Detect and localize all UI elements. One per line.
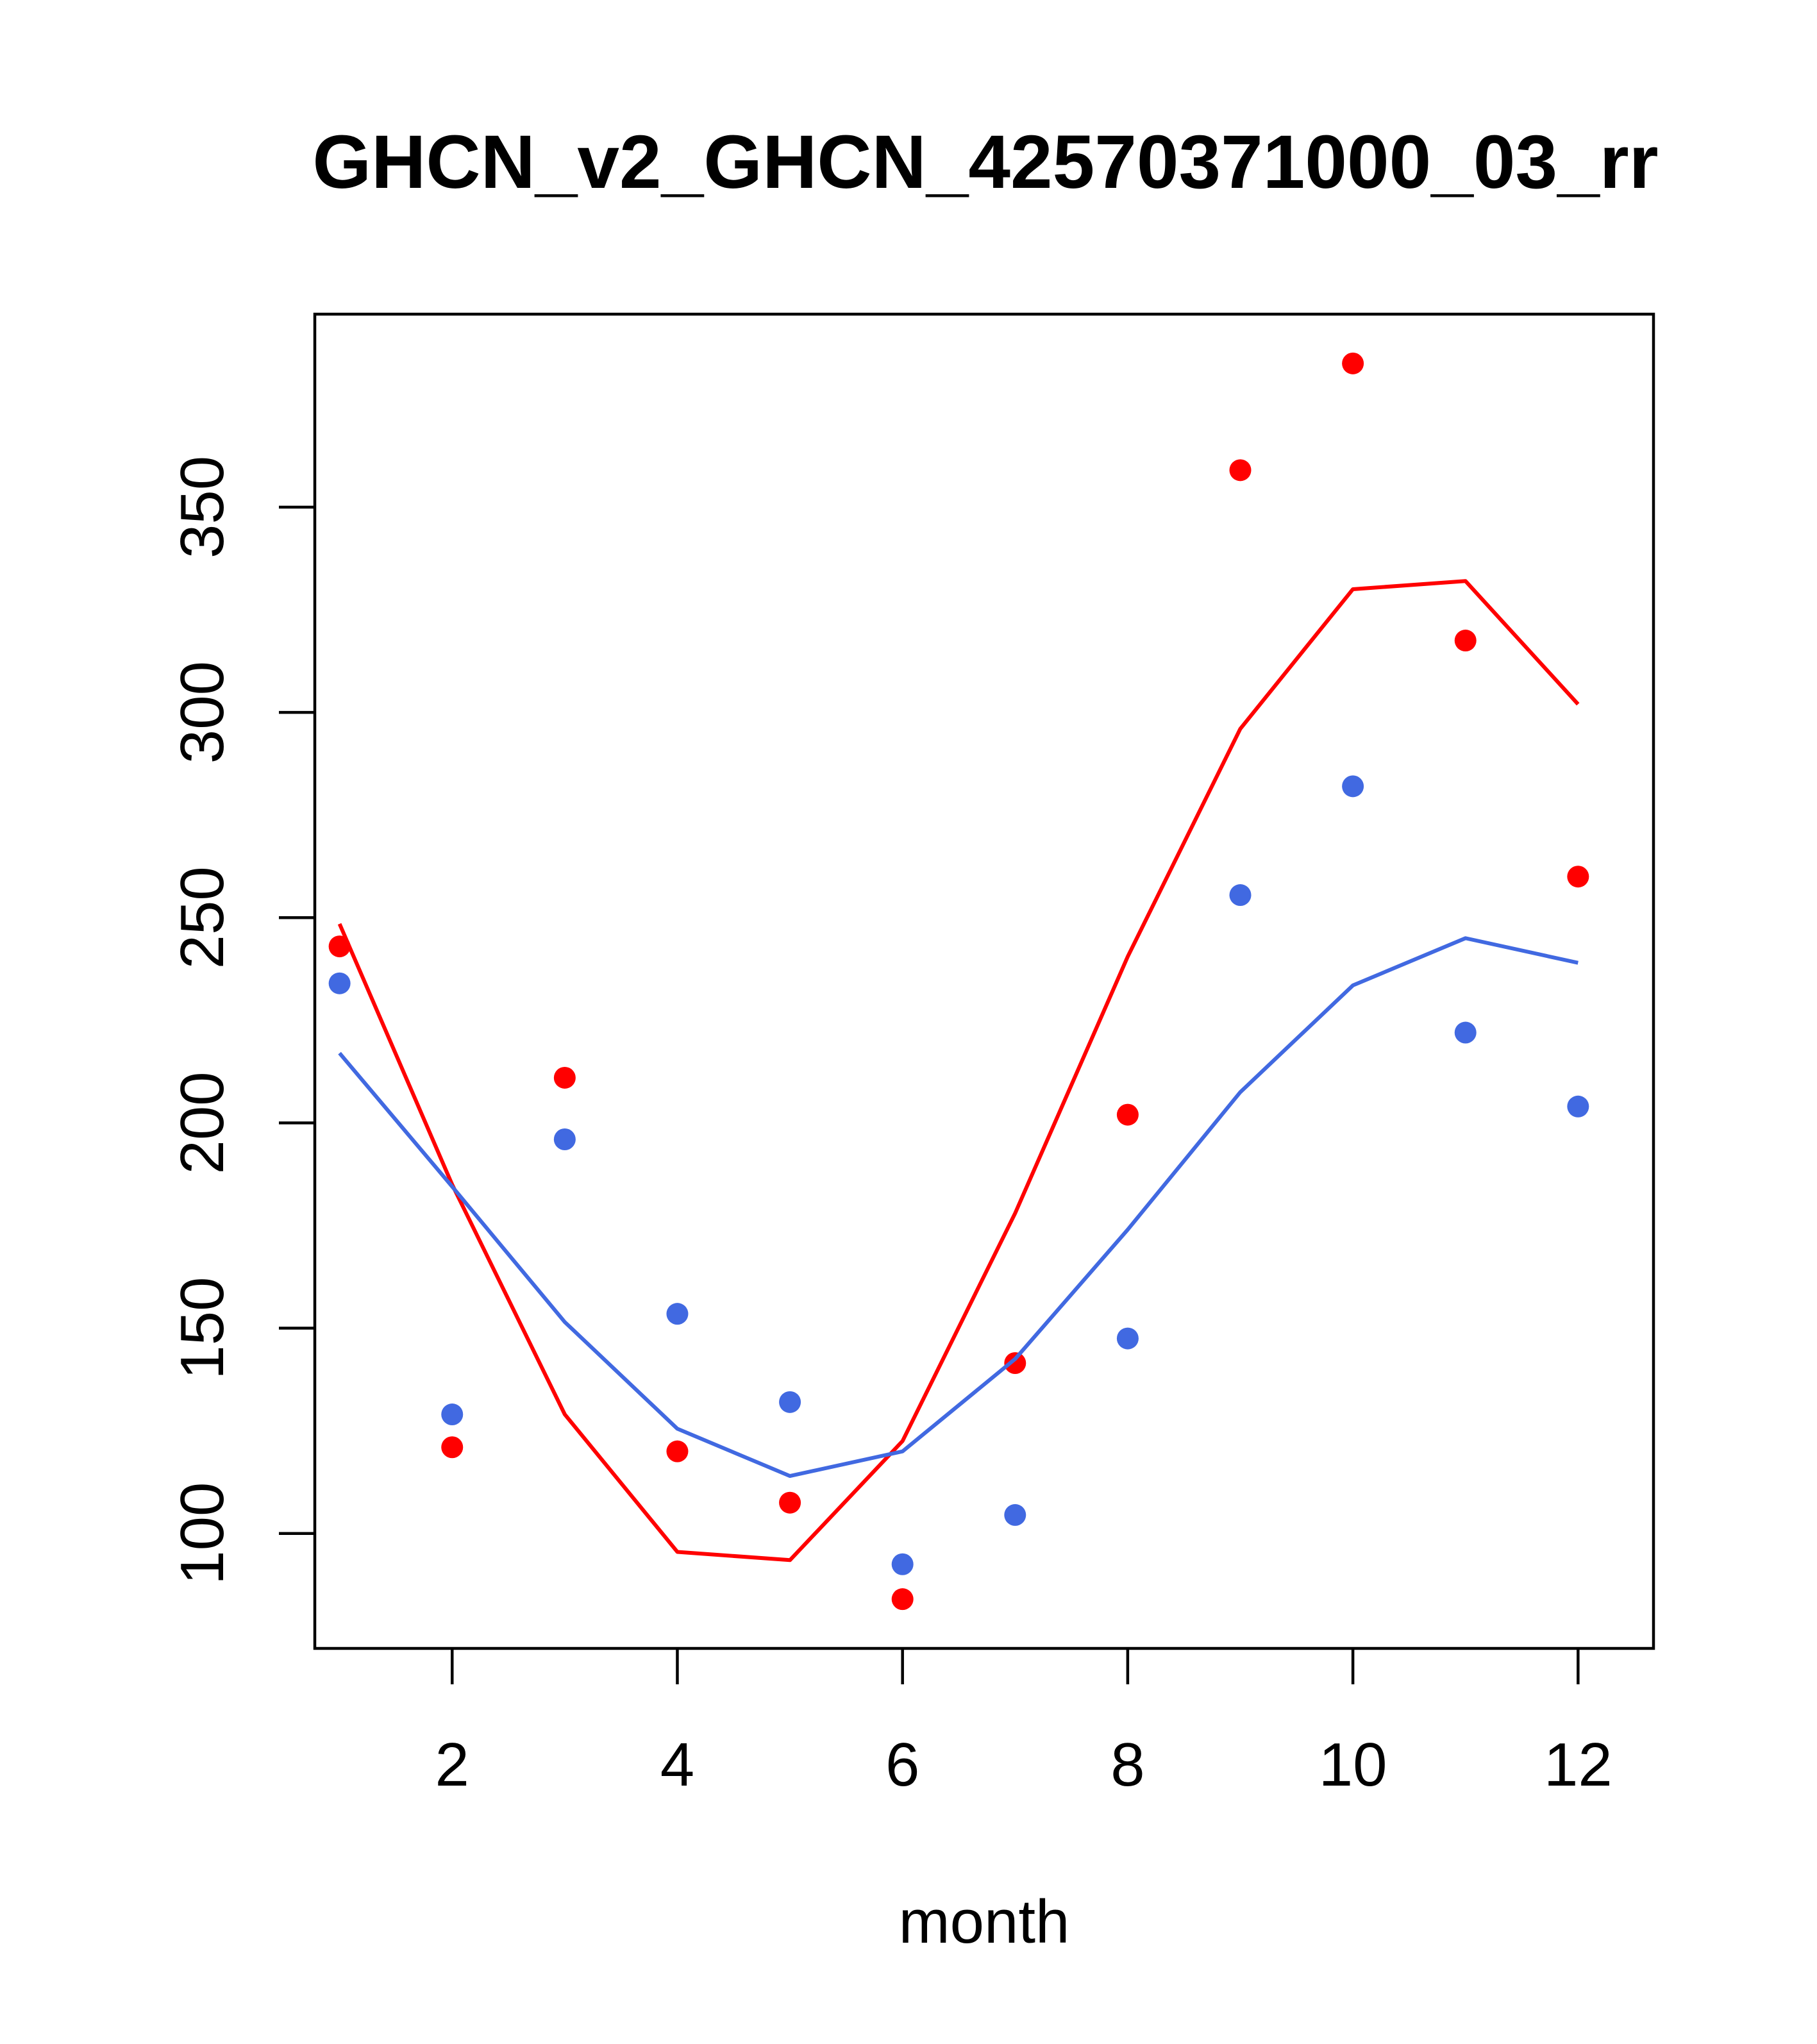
series-1-point <box>1454 630 1477 652</box>
series-2-point <box>1342 775 1364 798</box>
x-tick-label: 6 <box>885 1730 919 1799</box>
x-tick-label: 2 <box>435 1730 469 1799</box>
series-layer <box>328 352 1589 1611</box>
series-1-point <box>1342 352 1364 374</box>
series-1-point <box>553 1066 576 1089</box>
series-1-point <box>1004 1352 1026 1374</box>
series-2-point <box>779 1391 801 1413</box>
y-tick-label: 250 <box>168 866 237 969</box>
series-2-point <box>441 1403 464 1426</box>
x-tick-label: 10 <box>1319 1730 1387 1799</box>
y-tick-label: 350 <box>168 456 237 558</box>
series-2-point <box>1116 1327 1139 1350</box>
series-1-point <box>891 1588 914 1611</box>
plot-area-frame <box>313 312 1655 1650</box>
series-2-point <box>553 1128 576 1151</box>
series-1-point <box>666 1440 689 1462</box>
series-1-line <box>337 579 1580 1562</box>
y-tick-label: 200 <box>168 1071 237 1174</box>
series-2-point <box>891 1553 914 1575</box>
series-1-point <box>1116 1103 1139 1126</box>
series-2-line <box>338 936 1578 1479</box>
x-axis-label: month <box>899 1888 1070 1956</box>
series-2-point <box>666 1303 689 1325</box>
chart-title: GHCN_v2_GHCN_42570371000_03_rr <box>312 120 1658 205</box>
x-tick-label: 8 <box>1110 1730 1144 1799</box>
series-1-point <box>779 1491 801 1514</box>
series-1-point <box>1229 459 1252 482</box>
y-tick-label: 150 <box>168 1277 237 1379</box>
y-tick-label: 100 <box>168 1482 237 1585</box>
series-1-point <box>441 1436 464 1459</box>
series-2-point <box>1567 1095 1589 1118</box>
series-1-point <box>328 935 351 958</box>
x-tick-label: 12 <box>1544 1730 1612 1799</box>
series-1-point <box>1567 866 1589 888</box>
y-axis: 100 150 200 250 300 350 <box>168 456 315 1585</box>
series-2-point <box>1454 1021 1477 1044</box>
y-tick-label: 300 <box>168 661 237 764</box>
series-2-point <box>1004 1504 1026 1526</box>
x-tick-label: 4 <box>660 1730 694 1799</box>
series-2-point <box>328 972 351 994</box>
series-2-point <box>1229 884 1252 907</box>
x-axis: 2 4 6 8 10 12 <box>435 1648 1612 1799</box>
